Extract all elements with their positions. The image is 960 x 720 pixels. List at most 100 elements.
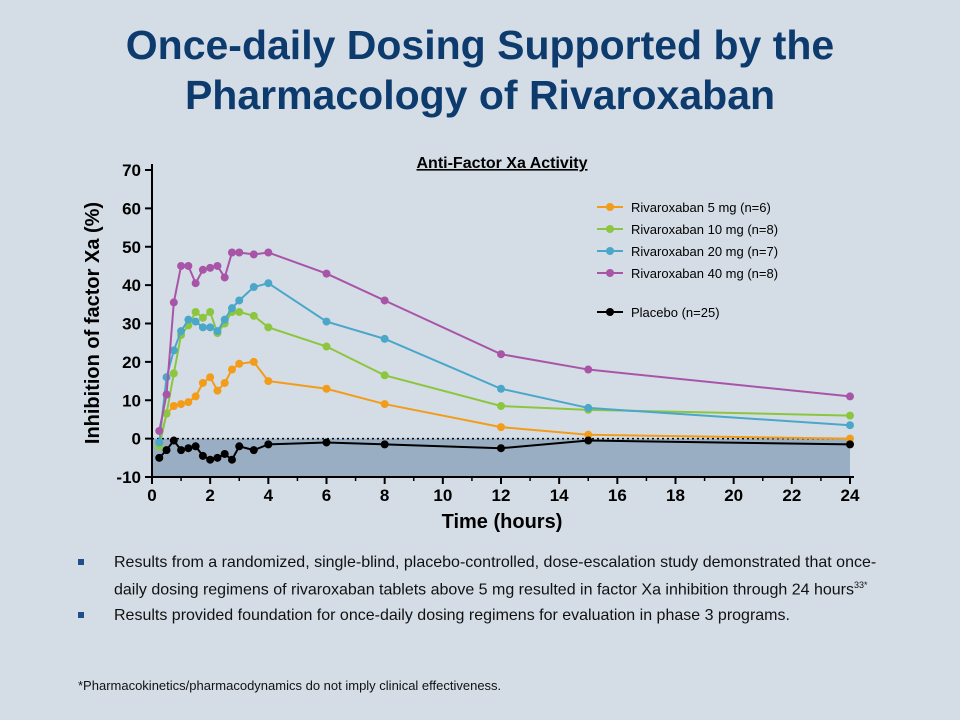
- y-tick-label: 30: [122, 315, 141, 334]
- data-point: [169, 346, 178, 355]
- data-point: [220, 449, 229, 458]
- data-point: [264, 248, 273, 257]
- data-point: [584, 365, 593, 374]
- x-tick-label: 0: [147, 486, 156, 505]
- x-tick-label: 12: [492, 486, 511, 505]
- data-point: [162, 409, 171, 418]
- y-tick-label: -10: [116, 468, 141, 487]
- data-point: [497, 444, 505, 453]
- data-point: [380, 400, 389, 409]
- data-point: [846, 392, 854, 401]
- series-line: [158, 360, 851, 445]
- y-tick-label: 60: [122, 199, 141, 218]
- data-point: [220, 315, 229, 324]
- bullet-reference: 33*: [854, 580, 868, 590]
- data-point: [191, 307, 200, 316]
- legend-label: Rivaroxaban 40 mg (n=8): [631, 266, 778, 281]
- data-point: [206, 263, 215, 272]
- data-point: [264, 440, 273, 449]
- x-tick-label: 2: [205, 486, 214, 505]
- legend-marker: [606, 203, 614, 211]
- data-point: [184, 444, 193, 453]
- x-tick-label: 10: [433, 486, 452, 505]
- bullet-item: Results provided foundation for once-dai…: [78, 605, 898, 627]
- data-point: [169, 298, 178, 307]
- data-point: [497, 350, 505, 359]
- bullet-marker: [78, 612, 84, 619]
- data-point: [249, 283, 258, 292]
- x-tick-label: 16: [608, 486, 627, 505]
- bullet-marker: [78, 559, 84, 565]
- data-point: [227, 304, 236, 313]
- y-axis-label: Inhibition of factor Xa (%): [82, 202, 104, 444]
- data-point: [162, 390, 171, 399]
- series-3: [155, 279, 854, 447]
- data-point: [380, 334, 389, 343]
- y-tick-label: 10: [122, 391, 141, 410]
- x-tick-label: 4: [264, 486, 274, 505]
- data-point: [846, 411, 854, 420]
- data-point: [846, 440, 854, 449]
- data-point: [206, 373, 215, 382]
- data-point: [380, 440, 389, 449]
- series-2: [155, 307, 854, 451]
- data-point: [198, 313, 207, 322]
- bullet-item: Results from a randomized, single-blind,…: [78, 552, 898, 601]
- data-point: [213, 386, 222, 395]
- x-tick-label: 8: [380, 486, 389, 505]
- data-point: [213, 327, 222, 336]
- data-point: [380, 296, 389, 305]
- data-point: [497, 384, 505, 393]
- data-point: [198, 265, 207, 274]
- data-point: [155, 426, 164, 435]
- data-point: [249, 446, 258, 455]
- data-point: [184, 261, 193, 270]
- chart-legend: Rivaroxaban 5 mg (n=6) Rivaroxaban 10 mg …: [597, 200, 778, 320]
- x-tick-label: 24: [841, 486, 860, 505]
- x-tick-label: 6: [322, 486, 331, 505]
- data-point: [213, 453, 222, 462]
- y-tick-label: 20: [122, 353, 141, 372]
- data-point: [198, 378, 207, 387]
- data-point: [322, 384, 331, 393]
- data-point: [846, 421, 854, 430]
- data-point: [169, 402, 178, 411]
- bullet-list: Results from a randomized, single-blind,…: [78, 552, 898, 631]
- data-point: [162, 373, 171, 382]
- legend-label: Placebo (n=25): [631, 305, 720, 320]
- data-point: [206, 307, 215, 316]
- data-point: [213, 261, 222, 270]
- data-point: [220, 273, 229, 282]
- data-point: [497, 423, 505, 432]
- legend-label: Rivaroxaban 20 mg (n=7): [631, 244, 778, 259]
- title-line-1: Once-daily Dosing Supported by the: [125, 22, 835, 68]
- legend-marker: [606, 269, 614, 277]
- data-point: [235, 296, 244, 305]
- data-point: [155, 438, 164, 447]
- data-point: [206, 455, 215, 464]
- data-point: [249, 311, 258, 320]
- data-point: [177, 261, 186, 270]
- data-point: [184, 315, 193, 324]
- data-point: [169, 369, 178, 378]
- data-point: [235, 307, 244, 316]
- x-tick-label: 22: [782, 486, 801, 505]
- y-tick-label: 70: [122, 161, 141, 180]
- data-point: [227, 365, 236, 374]
- footnote: *Pharmacokinetics/pharmacodynamics do no…: [78, 678, 502, 693]
- x-tick-label: 14: [550, 486, 569, 505]
- slide-title: Once-daily Dosing Supported by the Pharm…: [0, 20, 960, 120]
- data-point: [191, 317, 200, 326]
- data-point: [322, 269, 331, 278]
- data-point: [177, 446, 186, 455]
- data-point: [235, 248, 244, 257]
- series-5: [155, 436, 854, 464]
- data-point: [177, 400, 186, 409]
- placebo-shaded-area: [152, 438, 850, 477]
- data-point: [227, 455, 236, 464]
- data-point: [264, 279, 273, 288]
- placebo-area: [152, 437, 850, 477]
- data-point: [191, 442, 200, 451]
- data-point: [322, 317, 331, 326]
